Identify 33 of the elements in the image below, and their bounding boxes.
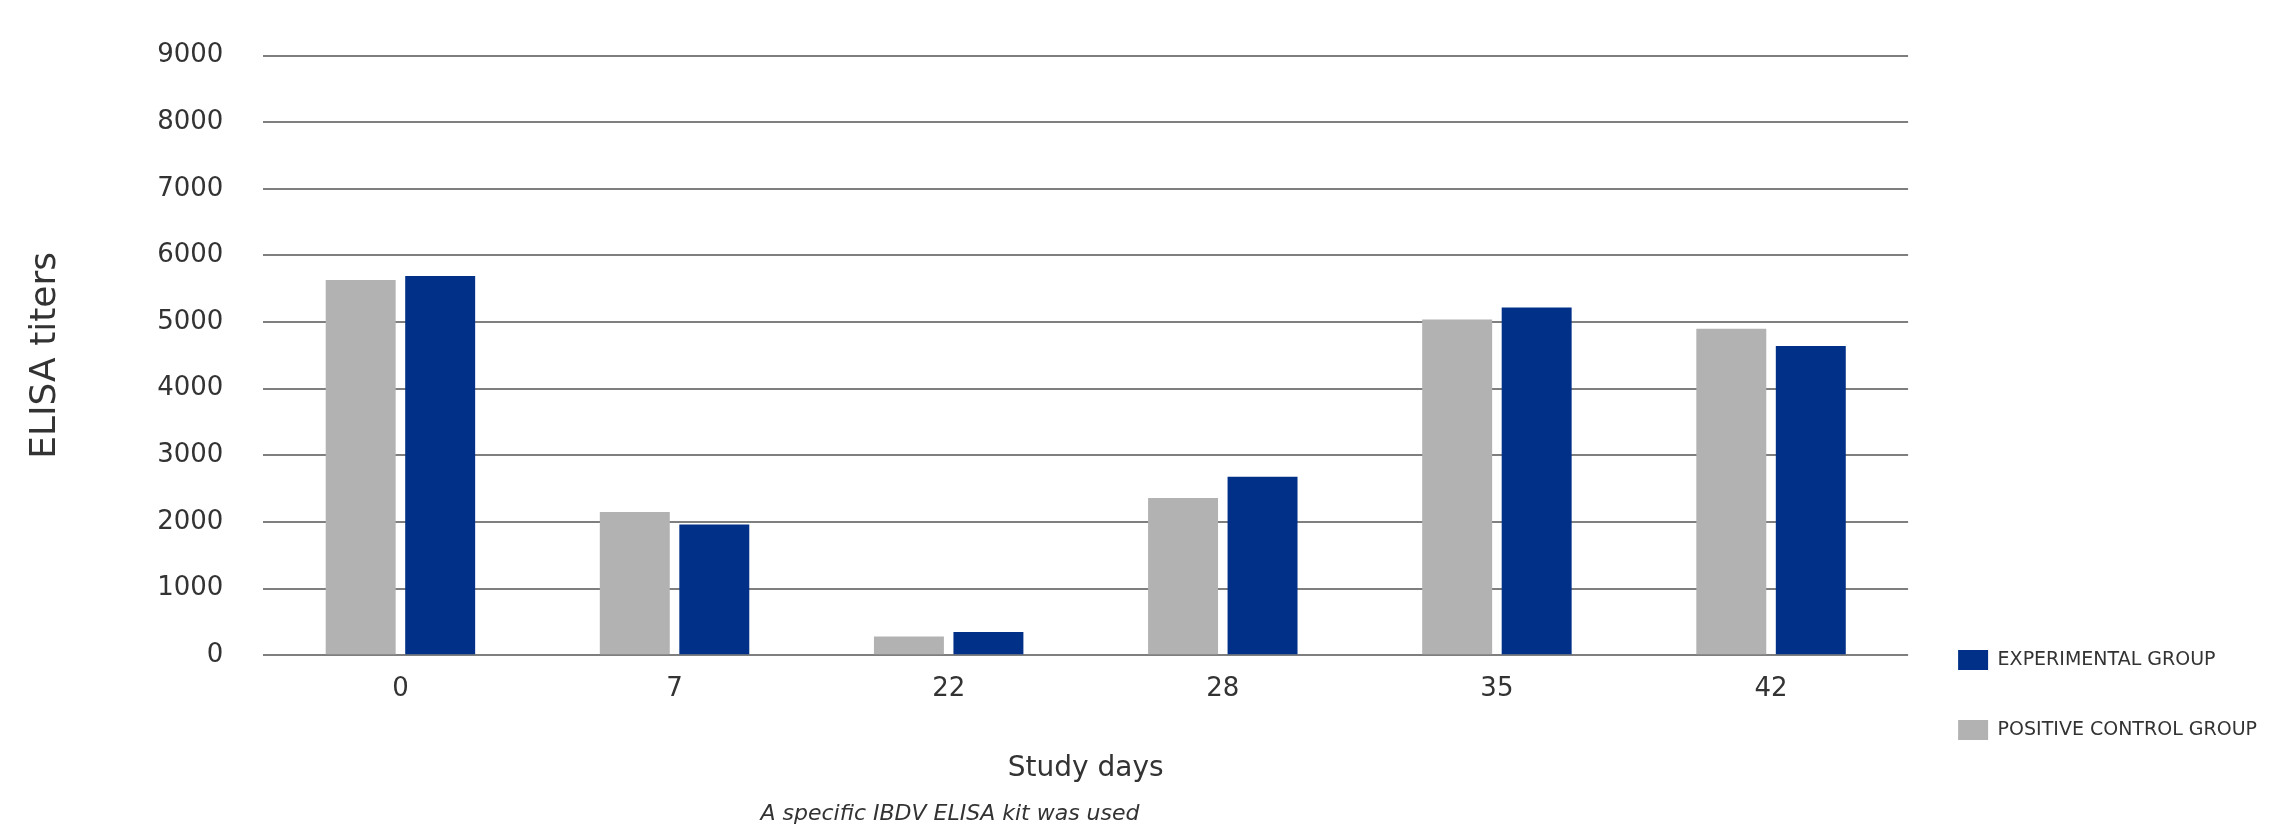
bar — [325, 280, 396, 655]
x-tick-label: 42 — [1754, 671, 1788, 702]
text: A specific IBDV ELISA kit was used — [758, 800, 1141, 825]
y-tick-label: 2000 — [157, 504, 224, 535]
x-tick-label: 28 — [1206, 671, 1240, 702]
legend-label: POSITIVE CONTROL GROUP — [1997, 716, 2258, 739]
y-tick-label: 9000 — [157, 38, 224, 69]
y-tick-label: 3000 — [157, 438, 224, 469]
bar — [679, 524, 750, 655]
x-tick-label: 0 — [392, 671, 409, 702]
x-tick-label: 22 — [932, 671, 966, 702]
bar — [1422, 319, 1493, 655]
bar — [1148, 497, 1219, 655]
x-tick-label: 35 — [1480, 671, 1514, 702]
bar — [1696, 328, 1767, 655]
bar — [599, 511, 670, 655]
legend-label: EXPERIMENTAL GROUP — [1997, 646, 2216, 669]
y-axis-title: ELISA titers — [21, 251, 63, 459]
bar — [953, 631, 1024, 655]
bar — [405, 276, 476, 655]
bar — [1501, 307, 1572, 655]
y-tick-label: 5000 — [157, 304, 224, 335]
bar — [1775, 346, 1846, 655]
bar — [873, 636, 944, 655]
bar — [1227, 476, 1298, 655]
x-axis-title: Study days — [1007, 750, 1164, 784]
y-tick-label: 6000 — [157, 238, 224, 269]
y-tick-label: 7000 — [157, 171, 224, 202]
y-tick-label: 8000 — [157, 104, 224, 135]
y-tick-label: 0 — [206, 637, 224, 668]
x-tick-label: 7 — [666, 671, 683, 702]
y-tick-label: 1000 — [157, 571, 224, 602]
y-tick-label: 4000 — [157, 371, 224, 402]
